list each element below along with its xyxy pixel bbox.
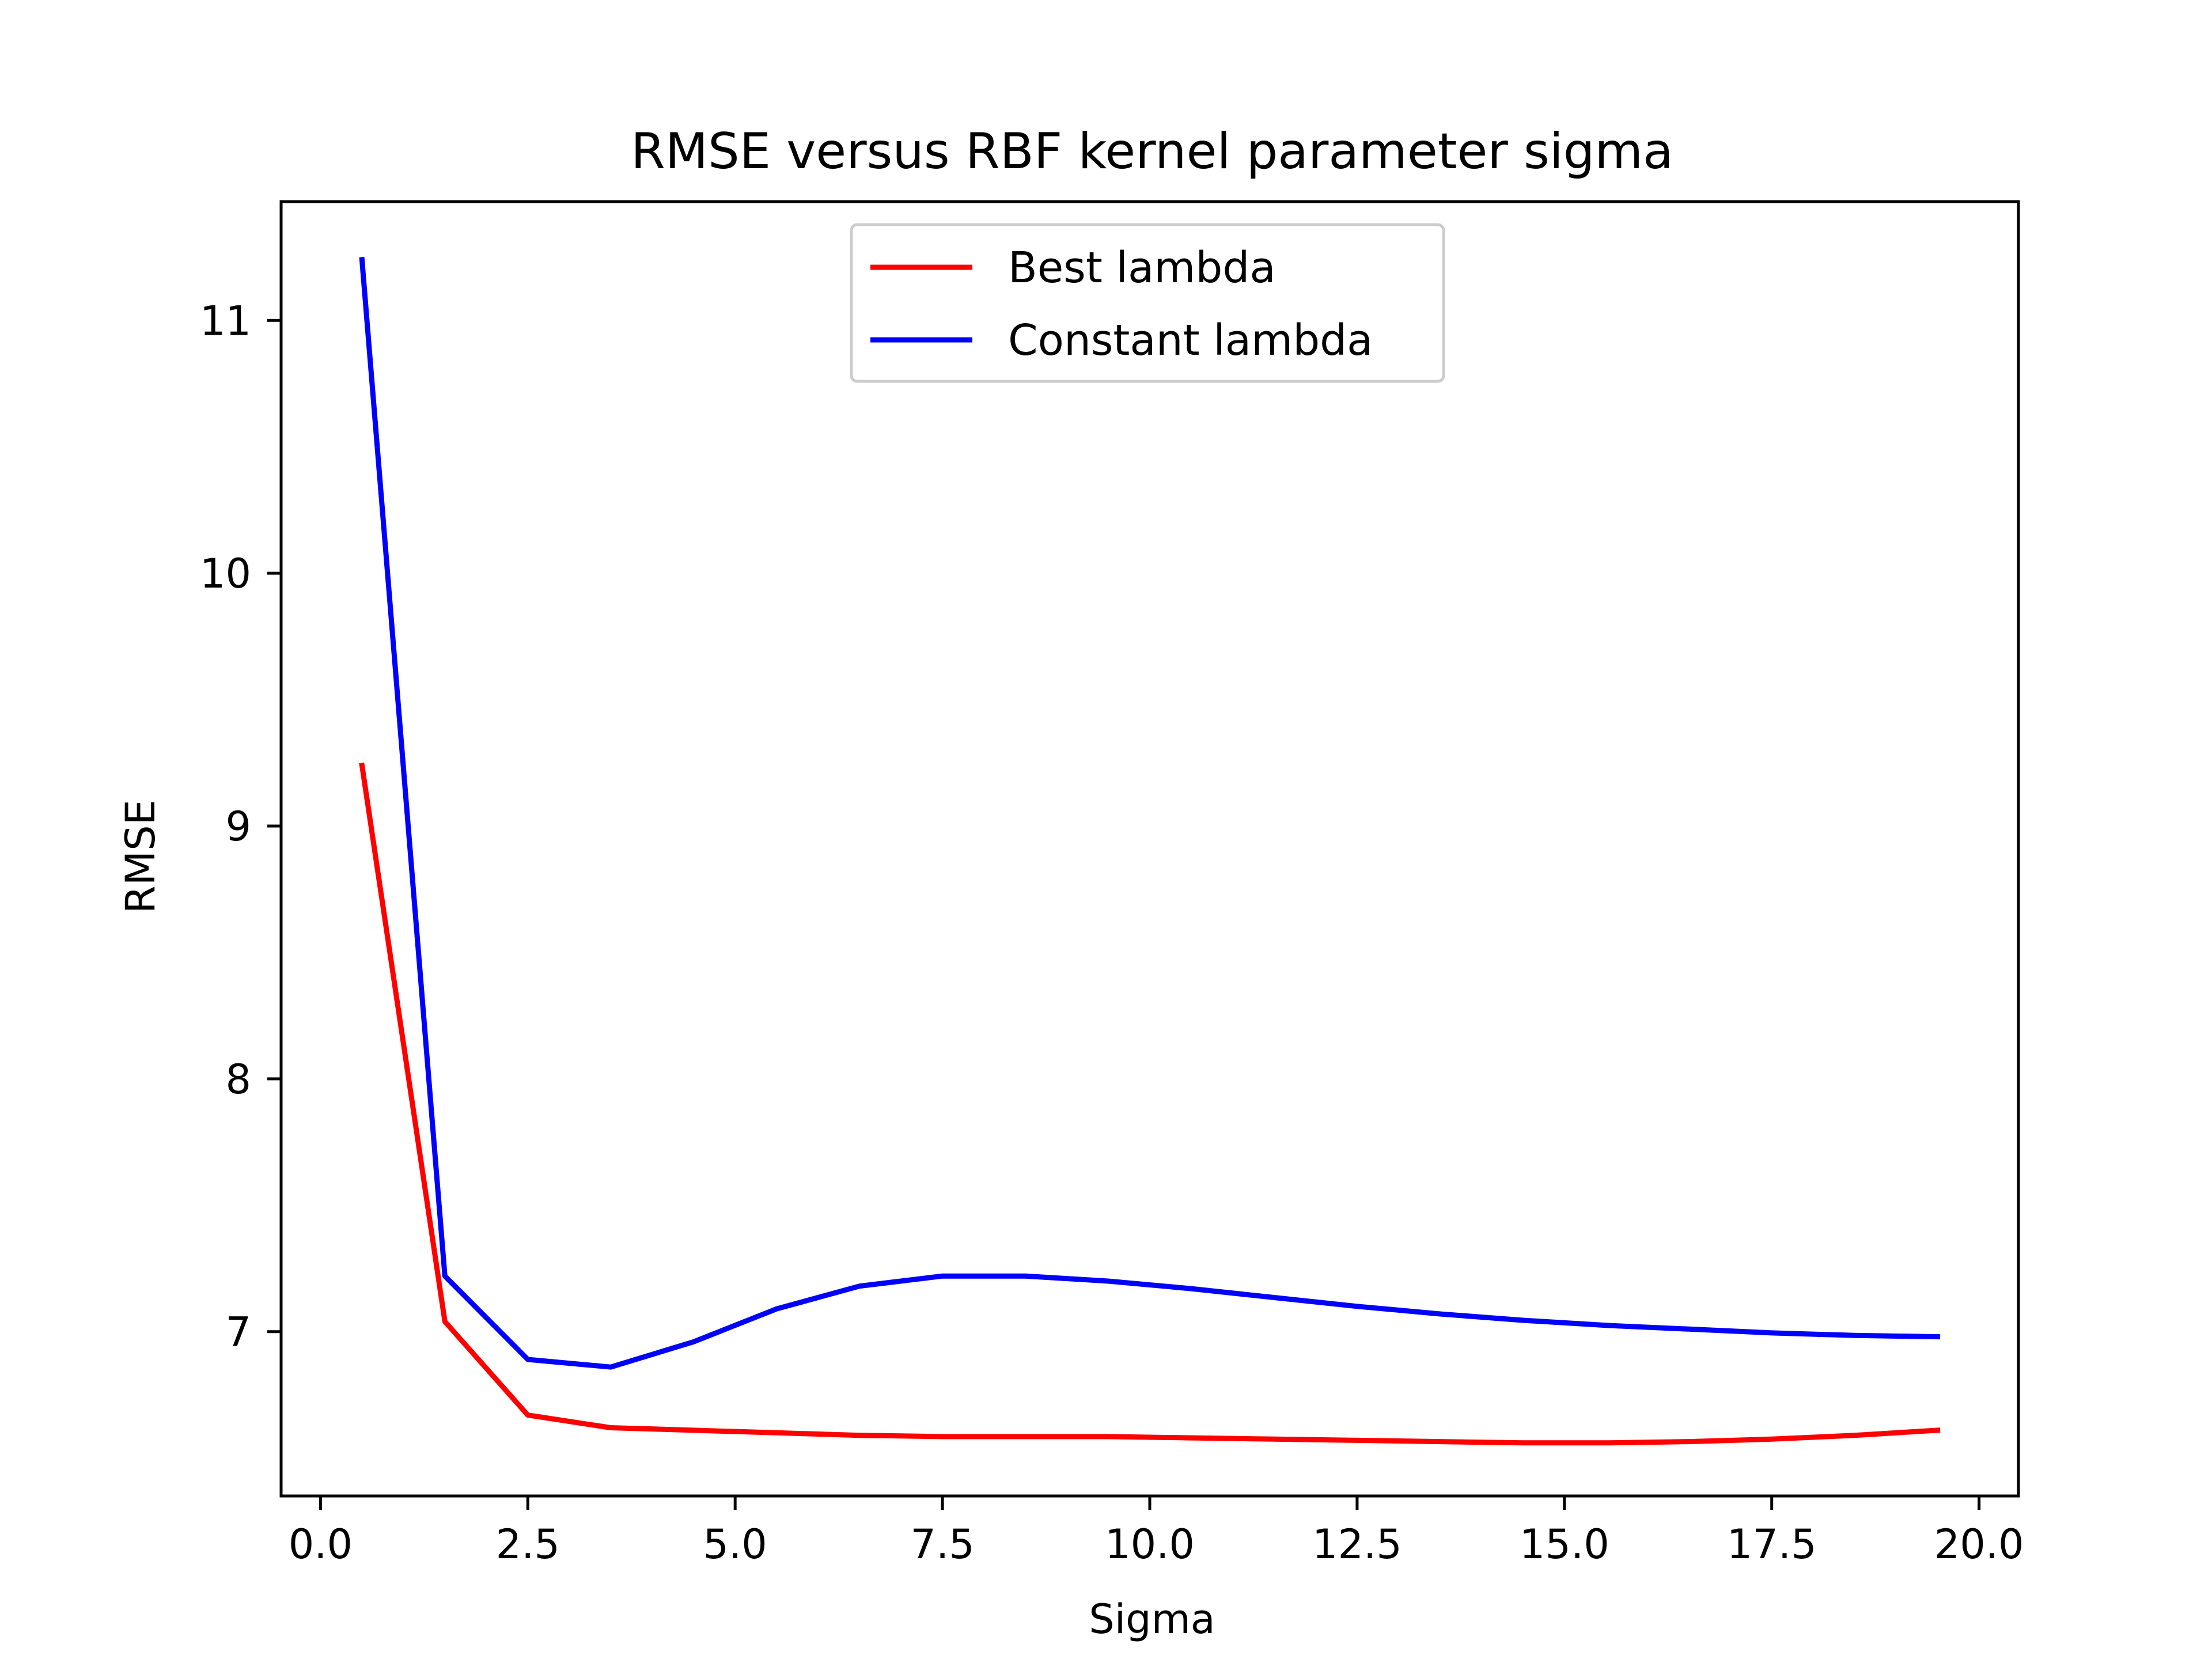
x-tick-label: 0.0 <box>289 1521 353 1568</box>
y-tick-label: 11 <box>200 297 251 344</box>
y-tick-label: 8 <box>225 1056 251 1103</box>
x-tick-label: 5.0 <box>703 1521 767 1568</box>
plot-area <box>359 257 1941 1446</box>
legend-label-0: Best lambda <box>1008 243 1276 293</box>
x-tick-label: 7.5 <box>910 1521 974 1568</box>
legend-label-1: Constant lambda <box>1008 316 1373 365</box>
y-tick-label: 7 <box>225 1309 251 1356</box>
series-line-1 <box>359 257 1941 1370</box>
y-tick-label: 10 <box>200 550 251 597</box>
x-tick-label: 17.5 <box>1727 1521 1817 1568</box>
chart-title: RMSE versus RBF kernel parameter sigma <box>631 123 1673 180</box>
x-axis-label: Sigma <box>1089 1596 1215 1643</box>
legend: Best lambda Constant lambda <box>850 223 1445 383</box>
x-tick-label: 12.5 <box>1312 1521 1402 1568</box>
legend-box <box>850 223 1445 383</box>
axes: 0.0 2.5 5.0 7.5 10.0 12.5 15.0 17.5 20.0 7 8 9 10 11 <box>200 200 2024 1568</box>
y-axis-label: RMSE <box>117 800 164 914</box>
series-line-0 <box>359 762 1941 1446</box>
x-tick-label: 20.0 <box>1934 1521 2024 1568</box>
x-tick-label: 10.0 <box>1105 1521 1195 1568</box>
x-tick-label: 15.0 <box>1520 1521 1609 1568</box>
x-tick-label: 2.5 <box>496 1521 560 1568</box>
y-tick-label: 9 <box>225 803 251 850</box>
